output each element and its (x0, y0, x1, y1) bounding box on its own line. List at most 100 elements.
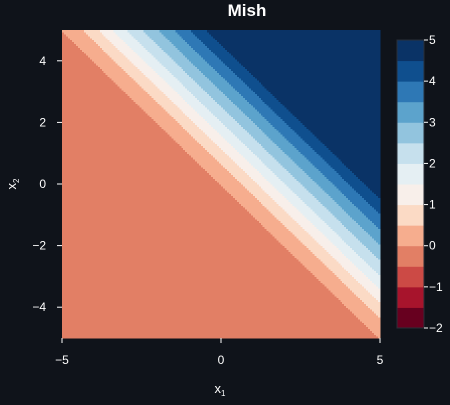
contour-cell (302, 212, 317, 216)
contour-cell (123, 53, 139, 56)
contour-cell (378, 336, 381, 339)
contour-cell (62, 139, 176, 143)
y-tick-label: 2 (39, 115, 46, 129)
contour-cell (117, 33, 133, 37)
contour-cell (274, 185, 290, 189)
contour-cell (228, 66, 246, 70)
contour-cell (288, 139, 306, 143)
contour-cell (62, 222, 262, 226)
contour-cell (258, 95, 276, 98)
contour-cell (308, 128, 381, 131)
contour-cell (103, 33, 119, 37)
contour-cell (62, 112, 149, 116)
contour-cell (362, 226, 379, 229)
contour-cell (159, 30, 176, 33)
contour-cell (314, 180, 331, 183)
contour-cell (316, 182, 333, 185)
contour-cell (330, 253, 345, 256)
contour-cell (149, 93, 166, 97)
y-tick-label: 4 (39, 54, 46, 68)
contour-cell (201, 114, 216, 118)
contour-cell (274, 235, 298, 239)
contour-cell (185, 70, 202, 73)
contour-cell (228, 141, 244, 145)
contour-cell (374, 282, 381, 285)
contour-cell (62, 309, 351, 312)
contour-cell (105, 51, 123, 54)
contour-cell (280, 241, 304, 245)
contour-cell (135, 37, 153, 41)
contour-cell (62, 286, 327, 289)
contour-cell (370, 291, 381, 295)
contour-cell (266, 118, 284, 122)
contour-cell (62, 228, 268, 231)
contour-cell (157, 43, 174, 46)
contour-cell (348, 212, 365, 216)
contour-cell (270, 232, 294, 235)
contour-cell (232, 116, 250, 120)
contour-cell (131, 97, 155, 100)
contour-cell (356, 251, 373, 254)
contour-cell (322, 261, 339, 264)
contour-cell (352, 201, 369, 204)
contour-cell (318, 278, 341, 281)
contour-cell (318, 137, 381, 141)
contour-cell (69, 37, 93, 41)
contour-cell (376, 334, 381, 337)
contour-cell (141, 56, 157, 60)
contour-cell (364, 212, 381, 216)
contour-cell (374, 253, 381, 256)
contour-cell (87, 33, 105, 37)
contour-cell (224, 124, 242, 127)
contour-cell (340, 189, 357, 193)
contour-cell (175, 45, 192, 48)
contour-cell (197, 81, 214, 85)
contour-cell (346, 255, 361, 258)
contour-cell (177, 120, 194, 123)
contour-cell (278, 239, 302, 243)
contour-cell (258, 126, 276, 129)
contour-cell (147, 91, 164, 95)
contour-cell (167, 68, 184, 72)
contour-cell (332, 166, 349, 170)
contour-cell (62, 330, 373, 333)
contour-cell (62, 201, 240, 204)
contour-cell (62, 241, 282, 245)
contour-cell (278, 145, 296, 149)
contour-cell (288, 155, 306, 158)
contour-cell (320, 230, 335, 233)
contour-cell (298, 149, 316, 152)
contour-cell (211, 137, 226, 141)
contour-cell (97, 64, 121, 68)
contour-cell (221, 147, 236, 150)
contour-cell (374, 222, 381, 226)
contour-cell (191, 133, 208, 137)
contour-cell (62, 307, 349, 310)
contour-cell (139, 55, 155, 58)
colorbar-tick-label: 4 (429, 74, 436, 88)
contour-cell (288, 249, 312, 252)
contour-cell (222, 45, 381, 48)
contour-cell (298, 180, 316, 183)
contour-cell (298, 222, 314, 226)
contour-cell (316, 239, 331, 243)
contour-cell (266, 228, 290, 231)
contour-cell (304, 124, 381, 127)
contour-cell (232, 195, 256, 199)
contour-cell (175, 30, 192, 33)
contour-cell (300, 224, 316, 227)
contour-cell (201, 70, 218, 73)
contour-cell (121, 66, 139, 70)
contour-cell (62, 143, 180, 147)
contour-cell (224, 78, 242, 81)
colorbar-segment (397, 142, 424, 164)
contour-cell (99, 45, 117, 48)
contour-cell (264, 116, 282, 120)
contour-cell (350, 259, 365, 262)
contour-cell (195, 64, 212, 68)
contour-cell (173, 101, 188, 104)
contour-cell (159, 74, 174, 77)
contour-cell (201, 85, 218, 89)
contour-cell (234, 103, 252, 106)
contour-cell (171, 85, 186, 89)
